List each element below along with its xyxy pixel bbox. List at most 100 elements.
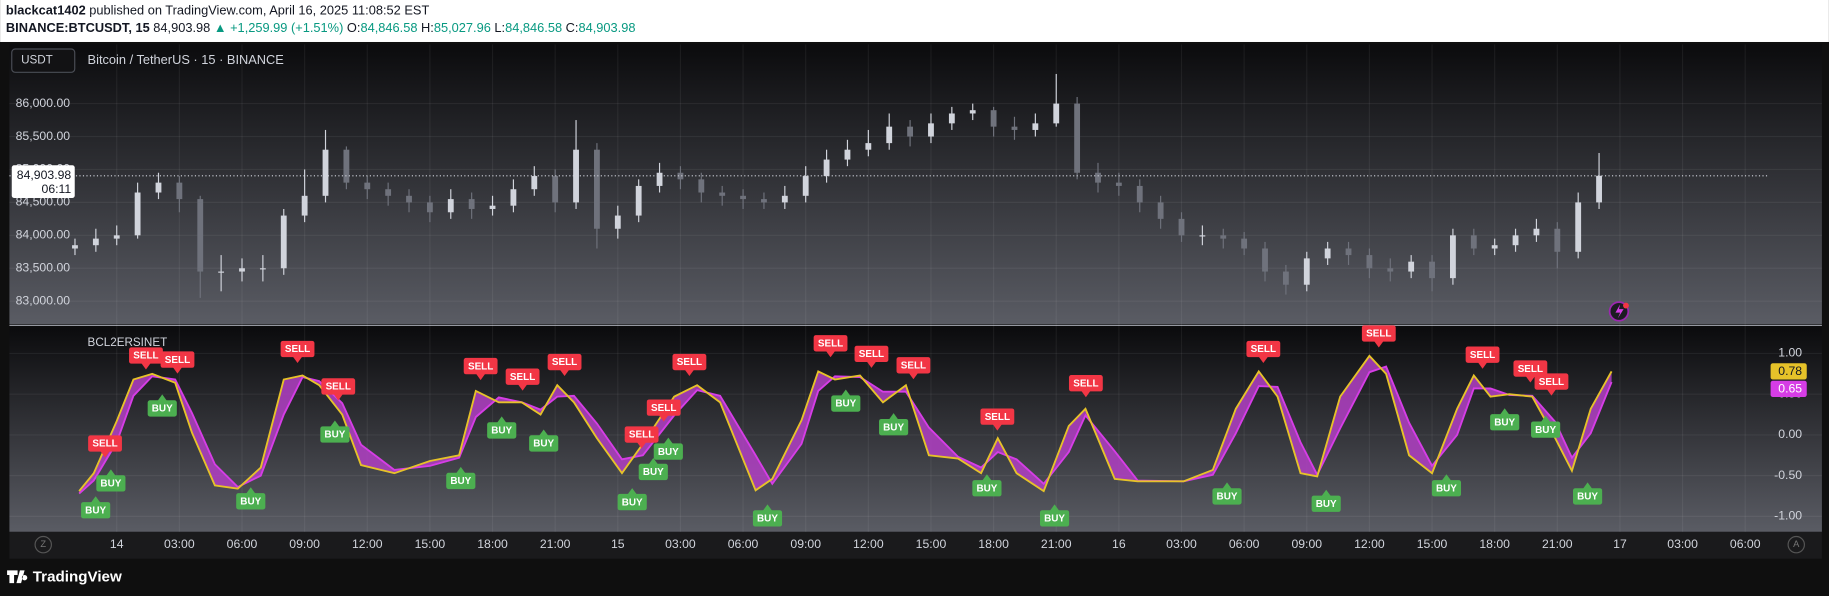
signal-pointer [333,394,343,401]
candle-body [677,172,684,180]
signal-pointer [908,372,919,380]
candle-body [1095,172,1101,183]
candle-body [1262,248,1268,272]
signal-pointer [141,363,151,370]
currency[interactable]: USDT [21,54,53,67]
y-tick-label: 83,000.00 [16,293,71,307]
x-tick-label: 18:00 [1479,537,1510,551]
candle-body [1178,218,1185,236]
candle-body [573,149,579,203]
signal-pointer [475,373,486,381]
x-tick-label: 15:00 [1417,537,1448,551]
last-value-label: 0.65 [1778,382,1802,396]
signal-label: BUY [1316,499,1337,510]
candle-body [823,159,830,177]
candle-body [1157,202,1164,219]
candle-body [1074,103,1081,173]
c-value: 84,903.98 [578,21,635,36]
candle-body [656,172,663,186]
signal-box [980,408,1015,425]
signal-box [88,435,122,452]
signal-label: SELL [552,357,577,368]
signal-box [854,345,889,363]
signal-box [752,510,783,527]
signal-pointer [1500,408,1510,415]
signal-box [547,353,582,371]
signal-box [896,357,931,374]
price-pane [9,44,1822,325]
candle-body [1220,235,1227,239]
last: 84,903.98 [153,21,210,36]
last-price-box [11,165,75,198]
signal-label: BUY [643,467,664,478]
candle-body [802,176,809,196]
auto-button[interactable] [1787,535,1806,554]
candle-body [990,110,997,127]
auto-label[interactable]: A [1793,539,1800,549]
x-tick-label: 12:00 [1354,537,1385,551]
signal-pointer [992,424,1003,431]
signal-pointer [100,451,110,458]
signal-label: SELL [677,357,702,368]
candle-body [1241,238,1248,249]
candle-body [865,143,872,150]
signal-label: BUY [976,483,997,494]
signal-box [1246,340,1281,358]
x-tick-label: 15 [611,537,625,551]
signal-label: BUY [1535,425,1556,436]
x-tick-label: 09:00 [1291,537,1322,551]
signal-label: BUY [658,447,679,458]
signal-pointer [1081,390,1091,398]
signal-pointer [1049,504,1060,511]
indicator-title: BCL2ERSINET [88,336,168,349]
candle-body [1032,123,1039,130]
last-value-label: 0.78 [1778,364,1802,378]
signal-box [1490,414,1520,431]
currency-button[interactable] [11,48,76,73]
signal-box [1534,373,1569,390]
signal-pointer [636,442,647,449]
o-label: O: [347,21,361,36]
x-tick-label: 18:00 [978,537,1009,551]
time-axis [9,531,1822,559]
signal-label: SELL [326,382,351,393]
candle-body [72,245,78,249]
signal-label: BUY [240,496,261,507]
signal-pointer [659,415,669,422]
signal-box [1361,325,1396,342]
signal-box [1311,495,1341,512]
h-label: H: [421,21,434,36]
labels: 83,000.0083,500.0084,000.0084,500.0085,0… [11,96,1807,551]
x-tick-label: 03:00 [164,537,195,551]
brand-logo [7,570,28,584]
signal-pointer [1477,362,1488,369]
y-tick-label: 1.00 [1778,346,1802,360]
signal-label: BUY [533,439,554,450]
signal-label: BUY [100,479,121,490]
zoom-label[interactable]: Z [40,539,46,549]
publish-line: blackcat1402 published on TradingView.co… [6,3,430,18]
candle-body [280,215,287,269]
signal-label: SELL [629,430,654,441]
signal-pointer [1258,356,1269,363]
candle-body [218,271,225,273]
signal-box [529,435,559,452]
x-tick-label: 15:00 [916,537,947,551]
candle-body [301,195,308,216]
signal-pointer [663,437,673,445]
signal-box [81,502,111,519]
signal-box [446,472,476,490]
candle-body [552,176,559,203]
signal-pointer [90,496,101,503]
signal-pointer [1374,341,1384,348]
signal-pointer [497,416,507,423]
candle-body [1199,235,1206,237]
signal-box [505,368,540,385]
o-value: 84,846.58 [360,21,417,36]
y-tick-label: 84,500.00 [16,195,71,209]
zoom-button[interactable] [34,535,52,554]
candle-body [1136,185,1143,203]
signal-pointer [1321,489,1331,497]
l-value: 84,846.58 [505,21,562,36]
